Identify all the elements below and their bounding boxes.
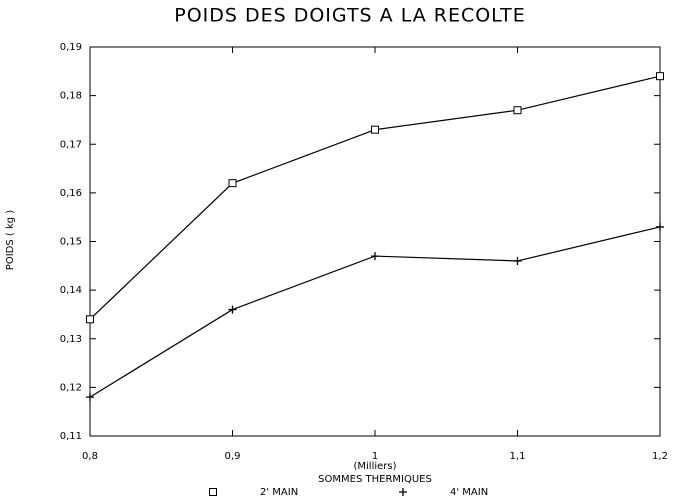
y-axis-label: POIDS ( kg ): [5, 210, 16, 270]
marker: [656, 222, 664, 231]
legend-label: 4' MAIN: [450, 487, 488, 498]
y-tick-label: 0,12: [60, 382, 82, 393]
series-line: [89, 75, 661, 320]
marker: [228, 179, 237, 188]
plot-frame: [89, 46, 661, 437]
x-unit: (Milliers): [353, 461, 396, 472]
marker: [371, 252, 379, 261]
y-tick-label: 0,16: [60, 188, 82, 199]
legend-marker: [399, 488, 407, 496]
x-tick-label: 1: [372, 451, 378, 462]
x-tick-label: 0,8: [82, 451, 98, 462]
marker: [656, 72, 664, 81]
x-tick-label: 0,9: [225, 451, 241, 462]
marker: [86, 315, 94, 324]
marker: [513, 256, 522, 265]
y-tick-label: 0,15: [60, 237, 82, 248]
marker: [371, 125, 379, 134]
y-tick-label: 0,13: [60, 334, 82, 345]
x-tick-label: 1,2: [652, 451, 668, 462]
y-tick-label: 0,17: [60, 139, 82, 150]
y-tick-label: 0,11: [60, 431, 82, 442]
marker: [86, 393, 94, 402]
chart-title: POIDS DES DOIGTS A LA RECOLTE: [174, 5, 526, 27]
marker: [513, 106, 522, 115]
y-tick-label: 0,14: [60, 285, 82, 296]
y-tick-label: 0,19: [60, 42, 82, 53]
x-axis-label: SOMMES THERMIQUES: [318, 474, 432, 485]
marker: [228, 305, 237, 314]
x-tick-label: 1,1: [510, 451, 526, 462]
y-tick-label: 0,18: [60, 91, 82, 102]
legend-label: 2' MAIN: [260, 487, 298, 498]
legend-marker: [209, 488, 217, 496]
